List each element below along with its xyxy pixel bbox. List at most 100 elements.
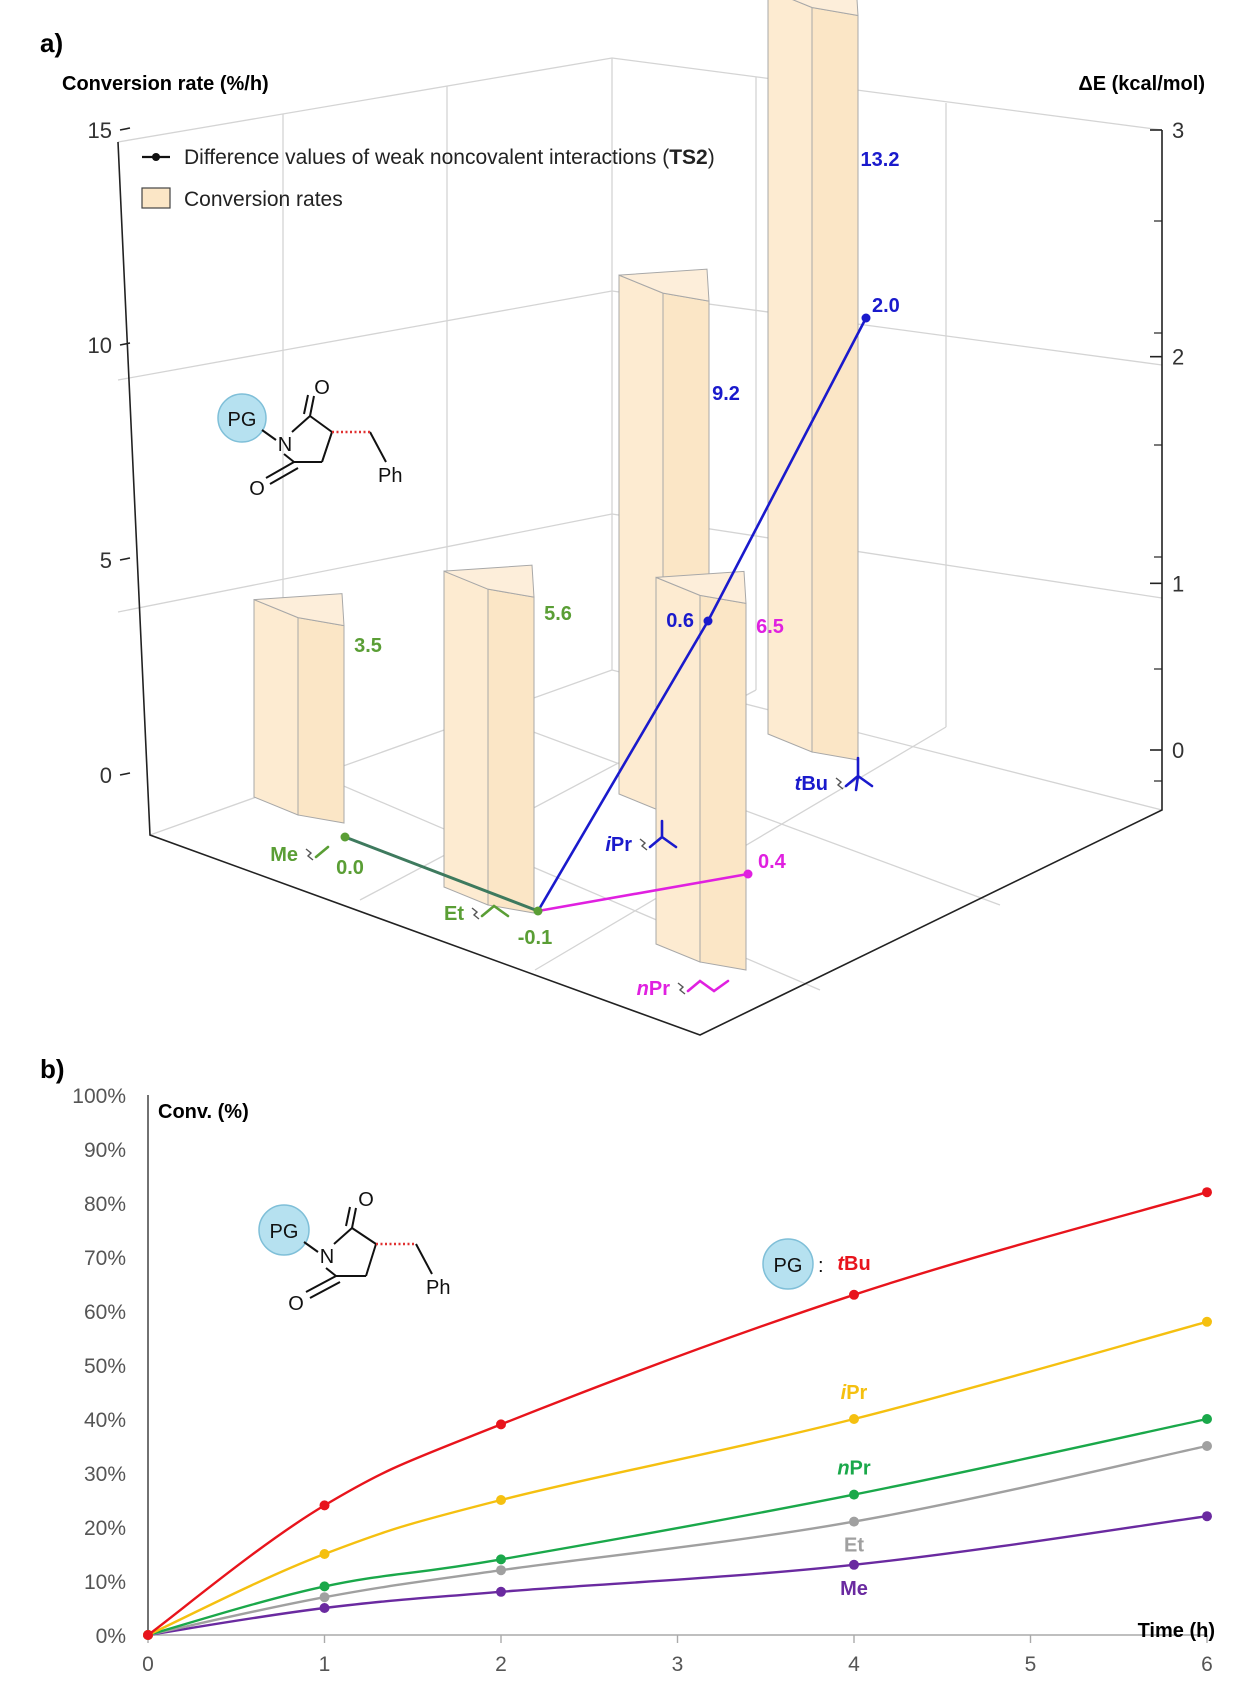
- bar: [253, 593, 345, 824]
- series-line: [147, 1515, 1208, 1637]
- substituent-skeleton-icon: [480, 904, 510, 918]
- svg-text:Me: Me: [270, 844, 298, 866]
- series-label-ipr: iPr: [841, 1382, 868, 1404]
- svg-text:PG: PG: [270, 1221, 299, 1243]
- series-labels: tBu iPr nPr Et Me: [837, 1253, 871, 1600]
- y-ticks-right: 0 1 2 3: [1150, 118, 1184, 782]
- y-tick-label: 10%: [84, 1571, 126, 1594]
- series-point: [1202, 1511, 1212, 1522]
- attachment-wavy-icon: [471, 907, 480, 920]
- svg-text:tBu: tBu: [795, 773, 828, 795]
- oxygen-atom-top: O: [314, 377, 330, 399]
- y-tick-right-label: 3: [1172, 118, 1184, 143]
- series-tbu: [143, 1187, 1212, 1640]
- bar: [767, 0, 859, 761]
- y-axis-title-left: Conversion rate (%/h): [62, 73, 269, 95]
- substituent-skeleton-icon: [844, 756, 874, 792]
- protecting-group-badge: PG: [217, 393, 267, 443]
- line-segment-ipr-tbu: [706, 317, 868, 622]
- molecule-structure-b: PG N O O Ph: [258, 1189, 450, 1315]
- y-tick-left-label: 10: [88, 333, 112, 358]
- bar-value-label: 5.6: [544, 603, 572, 625]
- y-tick-left: 15: [88, 118, 131, 143]
- phenyl-label: Ph: [426, 1277, 450, 1299]
- y-tick-label: 30%: [84, 1463, 126, 1486]
- category-label-me: Me: [270, 844, 330, 866]
- x-tick-label: 2: [495, 1653, 507, 1676]
- series-line: [147, 1444, 1208, 1637]
- delta-e-point: [533, 906, 543, 916]
- series-point: [849, 1559, 859, 1570]
- series-point: [319, 1549, 330, 1559]
- y-tick-right: 2: [1150, 345, 1184, 370]
- legend-item-bar: Conversion rates: [141, 187, 343, 211]
- bar-value-label: 6.5: [756, 616, 784, 638]
- delta-e-point: [861, 313, 871, 323]
- delta-e-point: [340, 832, 350, 842]
- series-point: [319, 1581, 330, 1592]
- series-point: [1202, 1441, 1212, 1451]
- chart-a-3d-bar: a) Conversion rate (%/h) ΔE (kcal/mol): [40, 0, 1205, 1036]
- attachment-wavy-icon: [639, 838, 648, 851]
- y-tick-left: 5: [100, 548, 131, 573]
- y-tick-label: 80%: [84, 1193, 126, 1216]
- delta-e-point: [703, 616, 713, 626]
- series-point: [1202, 1316, 1212, 1327]
- series-point: [496, 1495, 506, 1505]
- line-segment-et-npr: [537, 872, 749, 913]
- substituent-skeleton-icon: [648, 819, 678, 849]
- series-point: [319, 1500, 330, 1511]
- x-tick-label: 1: [319, 1653, 331, 1676]
- series-me: [143, 1511, 1212, 1640]
- delta-e-value-label: 0.0: [336, 857, 364, 879]
- y-tick-label: 40%: [84, 1409, 126, 1432]
- y-tick-left-label: 15: [88, 118, 112, 143]
- plot-area: [147, 1095, 1207, 1636]
- attachment-wavy-icon: [835, 777, 844, 790]
- series-point: [849, 1414, 859, 1424]
- series-point: [1202, 1414, 1212, 1424]
- x-tick-label: 3: [672, 1653, 684, 1676]
- nitrogen-atom: N: [320, 1246, 334, 1268]
- y-tick-right: 0: [1150, 738, 1184, 763]
- bar-value-label: 13.2: [861, 149, 900, 171]
- series-point: [319, 1592, 330, 1603]
- series-point: [496, 1554, 506, 1565]
- x-tick-label: 6: [1201, 1653, 1213, 1676]
- y-tick-label: 20%: [84, 1517, 126, 1540]
- y-tick-left: 0: [100, 763, 131, 788]
- phenyl-label: Ph: [378, 465, 402, 487]
- attachment-wavy-icon: [305, 848, 314, 861]
- y-tick-right: 1: [1150, 571, 1184, 596]
- legend-item-line: Difference values of weak noncovalent in…: [142, 146, 715, 169]
- series-point: [849, 1516, 859, 1527]
- panel-b-label: b): [40, 1054, 65, 1084]
- series-label-tbu: tBu: [837, 1253, 870, 1275]
- y-tick-label: 70%: [84, 1247, 126, 1270]
- category-label-npr: nPr: [637, 978, 730, 1000]
- series-npr: [143, 1414, 1212, 1640]
- panel-b: b) 0% 10% 20% 30% 40% 50% 60% 70% 80% 90% 100% 0 1 2 3…: [0, 1040, 1259, 1696]
- y-axis-title: Conv. (%): [158, 1101, 249, 1123]
- svg-text:Difference values of weak nonc: Difference values of weak noncovalent in…: [184, 146, 715, 169]
- substituent-skeleton-icon: [686, 979, 730, 993]
- svg-text:nPr: nPr: [637, 978, 671, 1000]
- series-line: [147, 1191, 1208, 1636]
- delta-e-value-label: 2.0: [872, 295, 900, 317]
- y-tick-right-label: 1: [1172, 571, 1184, 596]
- series-point: [496, 1565, 506, 1576]
- bar: [443, 564, 535, 914]
- line-segment-me-et: [344, 835, 539, 913]
- series-point: [1202, 1187, 1212, 1198]
- series-label-me: Me: [840, 1578, 868, 1600]
- category-labels: Me Et iPr nPr tBu: [270, 756, 874, 1000]
- delta-e-value-label: 0.6: [666, 610, 694, 632]
- bar-value-label: 9.2: [712, 383, 740, 405]
- panel-a-label: a): [40, 28, 63, 58]
- delta-e-value-label: 0.4: [758, 851, 787, 873]
- y-tick-label: 100%: [72, 1085, 126, 1108]
- series-point: [496, 1586, 506, 1597]
- series-lines: [143, 1187, 1212, 1640]
- series-point: [319, 1603, 330, 1613]
- series-point: [496, 1419, 506, 1430]
